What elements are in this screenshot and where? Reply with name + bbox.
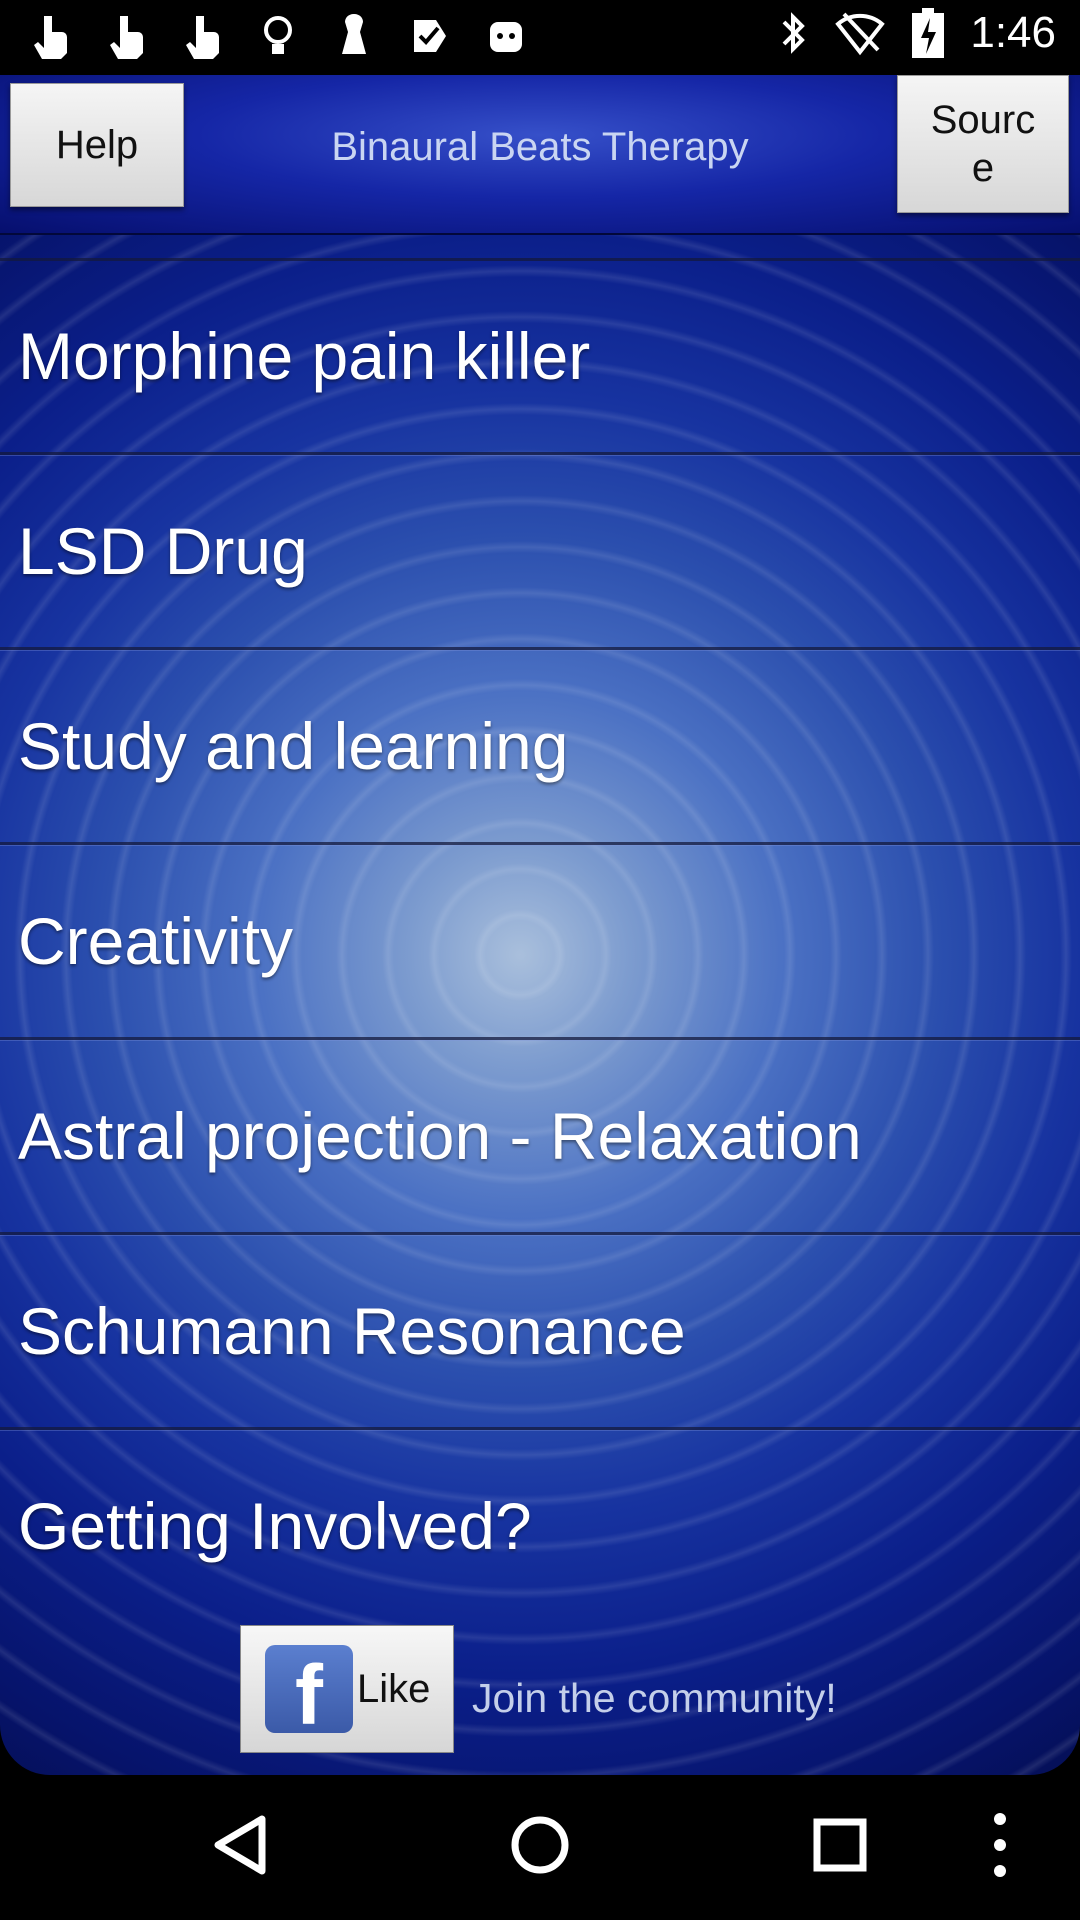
help-button[interactable]: Help [10,83,184,207]
list-item-label: LSD Drug [18,514,308,588]
source-label-line1: Sourc [930,98,1036,142]
list-item-label: Schumann Resonance [18,1294,686,1368]
clock: 1:46 [970,8,1056,57]
hand-pointer-icon [182,12,222,60]
app-screen: Help Binaural Beats Therapy Sourc e Morp… [0,75,1080,1775]
app-header: Help Binaural Beats Therapy Sourc e [0,75,1080,235]
list-item-label: Morphine pain killer [18,319,591,393]
navigation-bar [0,1775,1080,1920]
like-label: Like [357,1666,431,1711]
facebook-icon: f [265,1645,353,1733]
list-item-creativity[interactable]: Creativity [0,845,1080,1040]
source-button[interactable]: Sourc e [897,75,1069,213]
home-icon[interactable] [490,1795,590,1895]
bluetooth-icon [782,12,806,54]
page-title: Binaural Beats Therapy [331,125,749,169]
recents-icon[interactable] [790,1795,890,1895]
list-item-astral[interactable]: Astral projection - Relaxation [0,1040,1080,1235]
pin-icon [334,12,374,60]
battery-charging-icon [912,8,945,58]
hand-pointer-icon [30,12,70,60]
list-item-schumann[interactable]: Schumann Resonance [0,1235,1080,1430]
list-item-label: Creativity [18,904,294,978]
therapy-list: Morphine pain killer LSD Drug Study and … [0,260,1080,1622]
community-text: Join the community! [472,1675,837,1721]
list-item-getting-involved[interactable]: Getting Involved? [0,1430,1080,1622]
wifi-off-icon [835,12,886,56]
status-bar: 1:46 [0,0,1080,75]
more-icon[interactable] [970,1795,1030,1895]
source-label-line2: e [971,146,995,190]
list-item-label: Astral projection - Relaxation [18,1099,862,1173]
android-icon [486,12,526,60]
facebook-like-button[interactable]: f Like [240,1625,454,1753]
back-icon[interactable] [190,1795,290,1895]
list-divider [0,258,1080,261]
notification-icons [30,12,526,60]
hand-pointer-icon [106,12,146,60]
list-item-lsd[interactable]: LSD Drug [0,455,1080,650]
list-item-label: Study and learning [18,709,569,783]
lightbulb-icon [258,12,298,60]
system-status: 1:46 [778,8,1056,58]
check-tag-icon [410,12,450,60]
list-item-study[interactable]: Study and learning [0,650,1080,845]
list-item-morphine[interactable]: Morphine pain killer [0,260,1080,455]
list-item-label: Getting Involved? [18,1489,532,1563]
